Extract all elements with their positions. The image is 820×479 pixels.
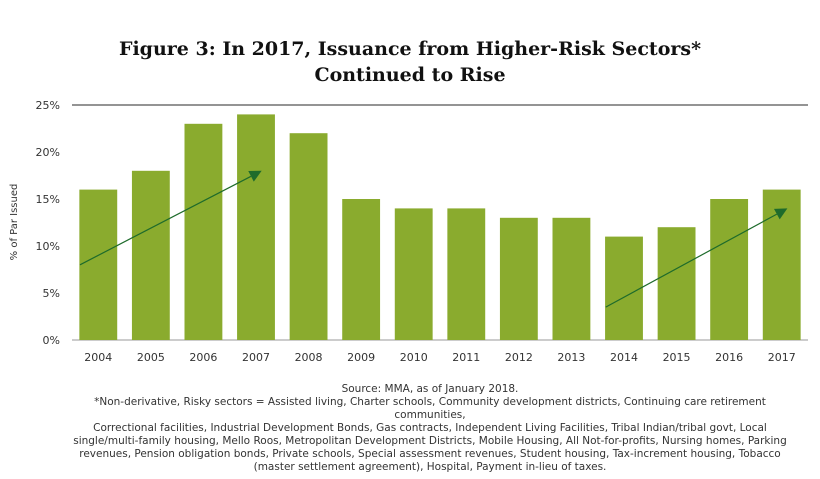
bar-2005 <box>131 170 170 340</box>
x-tick-label: 2017 <box>768 351 796 364</box>
bar-2013 <box>552 217 591 340</box>
footnote-line-1: *Non-derivative, Risky sectors = Assiste… <box>94 396 766 421</box>
bar-2004 <box>79 189 118 340</box>
bars <box>79 114 801 341</box>
trend-arrow-1 <box>79 170 262 266</box>
chart-title-line-2: Continued to Rise <box>314 64 506 86</box>
y-tick-label: 10% <box>36 240 60 253</box>
bar-2014 <box>605 236 643 340</box>
footnote-line-5: (master settlement agreement), Hospital,… <box>253 461 607 473</box>
x-tick-label: 2005 <box>137 351 165 364</box>
gridlines <box>72 104 808 341</box>
trend-arrows <box>79 170 788 308</box>
x-tick-label: 2013 <box>557 351 585 364</box>
arrowhead <box>248 170 262 182</box>
bar-2015 <box>657 227 696 340</box>
x-tick-label: 2007 <box>242 351 270 364</box>
footnote-line-3: single/multi-family housing, Mello Roos,… <box>73 435 787 447</box>
x-tick-label: 2015 <box>663 351 691 364</box>
source-note: Source: MMA, as of January 2018. <box>341 383 519 395</box>
bar-2007 <box>237 114 275 341</box>
y-tick-label: 0% <box>43 334 60 347</box>
footnote-line-2: Correctional facilities, Industrial Deve… <box>93 422 767 434</box>
trend-arrow-line <box>605 213 778 308</box>
chart-title: Figure 3: In 2017, Issuance from Higher-… <box>0 36 820 88</box>
x-axis-ticks: 2004 2005 2006 2007 2008 2009 2010 2011 2012 2013… <box>84 351 795 364</box>
bar-2010 <box>394 208 433 340</box>
arrowhead <box>773 208 788 220</box>
bar-2016 <box>710 199 749 340</box>
y-tick-label: 15% <box>36 193 60 206</box>
chart-title-line-1: Figure 3: In 2017, Issuance from Higher-… <box>118 38 702 60</box>
trend-arrow-line <box>79 175 252 266</box>
x-tick-label: 2011 <box>452 351 480 364</box>
y-tick-label: 20% <box>36 146 60 159</box>
bar-chart: 0%5%10%15%20%25% 2004 2005 2006 2007 2008 200… <box>9 99 808 364</box>
y-tick-label: 25% <box>36 99 60 112</box>
x-tick-label: 2016 <box>715 351 743 364</box>
bar-2006 <box>184 123 223 340</box>
x-tick-label: 2012 <box>505 351 533 364</box>
x-tick-label: 2009 <box>347 351 375 364</box>
x-tick-label: 2006 <box>189 351 217 364</box>
x-tick-label: 2010 <box>400 351 428 364</box>
footnote-line-4: revenues, Pension obligation bonds, Priv… <box>79 448 781 460</box>
bar-2009 <box>342 199 381 340</box>
bar-2012 <box>499 217 538 340</box>
y-axis-ticks: 0% 5% 10% 15% 20% 25% <box>36 99 60 347</box>
x-tick-label: 2008 <box>295 351 323 364</box>
trend-arrow-2 <box>605 208 788 308</box>
y-tick-label: 5% <box>43 287 60 300</box>
bar-2008 <box>289 133 328 340</box>
x-tick-label: 2014 <box>610 351 638 364</box>
x-tick-label: 2004 <box>84 351 112 364</box>
chart-footer: Source: MMA, as of January 2018. *Non-de… <box>60 383 800 474</box>
bar-2011 <box>447 208 486 340</box>
y-axis-label: % of Par Issued <box>9 184 20 261</box>
